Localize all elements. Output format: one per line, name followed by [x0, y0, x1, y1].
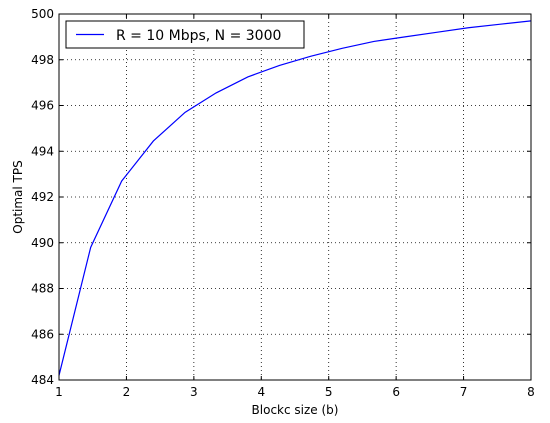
ticks [58, 13, 532, 381]
x-tick-label: 1 [55, 385, 63, 399]
legend-label: R = 10 Mbps, N = 3000 [116, 28, 281, 44]
y-axis-label: Optimal TPS [11, 160, 25, 233]
y-tick-label: 490 [31, 236, 54, 250]
x-tick-label: 5 [325, 385, 333, 399]
series-line [58, 20, 532, 376]
x-tick-label: 3 [190, 385, 198, 399]
x-tick-label: 2 [123, 385, 131, 399]
y-tick-label: 484 [31, 373, 54, 387]
x-tick-label: 6 [392, 385, 400, 399]
y-tick-label: 492 [31, 190, 54, 204]
x-tick-label: 4 [257, 385, 265, 399]
legend-box [65, 20, 305, 49]
legend: R = 10 Mbps, N = 3000 [65, 20, 305, 49]
x-axis-label: Blockc size (b) [252, 403, 339, 417]
y-tick-label: 494 [31, 144, 54, 158]
x-tick-label: 7 [460, 385, 468, 399]
series-layer [58, 20, 532, 376]
tick-labels: 1 2 3 4 5 6 7 8 484 486 488 490 492 494 496 498 500 [31, 7, 535, 399]
y-tick-label: 498 [31, 53, 54, 67]
y-tick-label: 486 [31, 327, 54, 341]
y-tick-label: 500 [31, 7, 54, 21]
y-tick-label: 496 [31, 99, 54, 113]
y-tick-label: 488 [31, 282, 54, 296]
x-tick-label: 8 [527, 385, 535, 399]
